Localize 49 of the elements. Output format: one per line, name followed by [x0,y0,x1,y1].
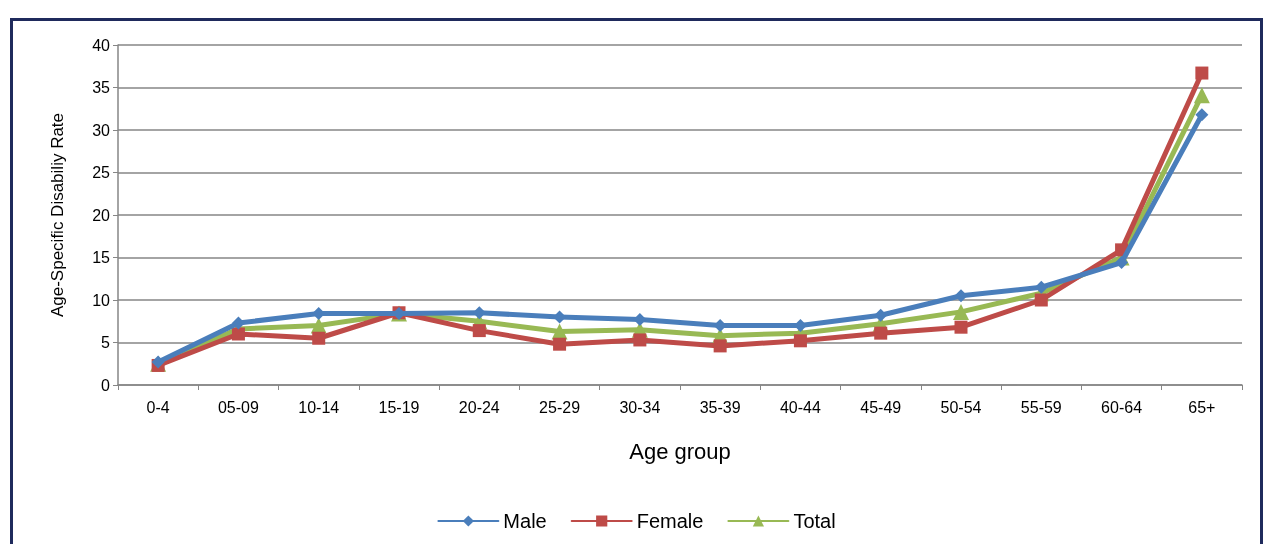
point [874,308,888,322]
point [231,316,245,330]
legend-label: Female [636,510,704,532]
x-tick-label: 10-14 [298,398,340,416]
y-tick-label: 25 [92,164,111,181]
y-tick-label: 35 [92,79,111,96]
point [312,331,326,345]
y-tick-label: 5 [101,334,111,351]
point [472,324,486,338]
point [231,327,245,341]
y-tick-label: 40 [92,36,111,54]
legend-label: Total [793,510,836,532]
x-tick-label: 25-29 [539,398,581,416]
point [954,289,968,303]
point [793,334,807,348]
point [1193,87,1210,104]
point [1195,66,1209,80]
y-axis-title: Age-Specific Disabiliy Rate [48,112,67,318]
y-tick-label: 0 [101,376,111,394]
point [1115,256,1129,270]
y-tick-label: 10 [92,291,111,309]
legend-label: Male [503,510,547,532]
x-tick-label: 55-59 [1020,398,1062,416]
point [472,306,486,320]
point [633,333,647,347]
point [874,326,888,340]
point [1034,293,1048,307]
x-tick-label: 20-24 [458,398,500,416]
point [553,337,567,351]
y-tick-label: 30 [92,121,111,139]
y-tick-label: 15 [92,249,111,266]
x-tick-label: 40-44 [779,398,821,416]
x-tick-label: 65+ [1188,398,1216,416]
point [713,339,727,353]
x-tick-label: 05-09 [217,398,259,416]
x-tick-label: 60-64 [1101,398,1143,416]
point [1034,280,1048,294]
x-tick-label: 35-39 [699,398,741,416]
x-tick-label: 0-4 [146,398,170,416]
point [954,320,968,334]
y-tick-label: 20 [92,206,111,224]
x-tick-label: 45-49 [860,398,902,416]
x-tick-label: 15-19 [378,398,420,416]
point [633,313,647,327]
x-tick-label: 50-54 [940,398,982,416]
point [1195,108,1209,122]
x-tick-label: 30-34 [619,398,661,416]
x-axis-title: Age group [629,438,731,464]
point [953,303,969,320]
